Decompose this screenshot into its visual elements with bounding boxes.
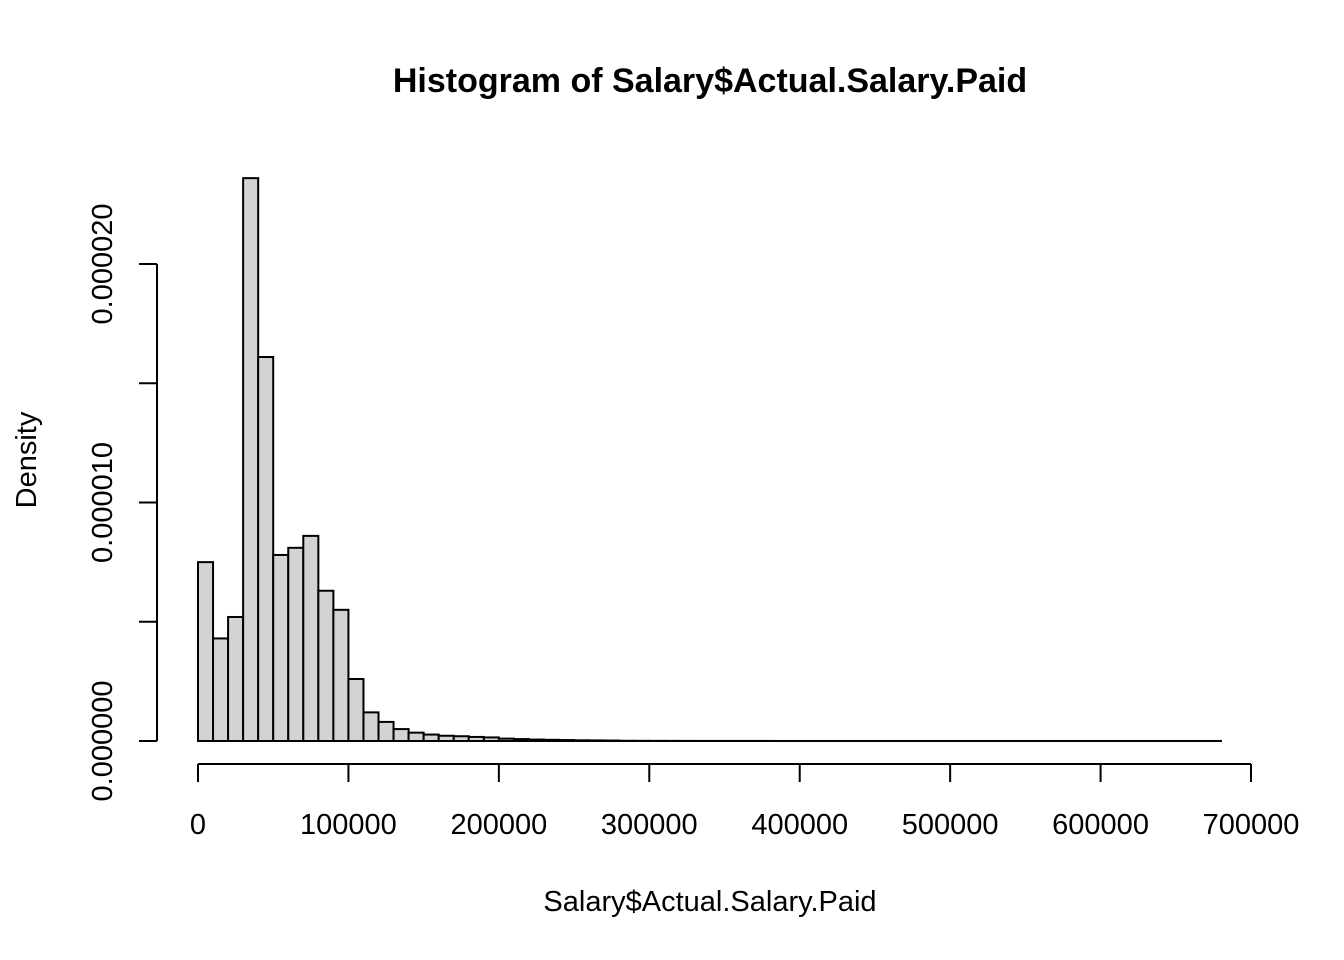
x-tick-label: 100000	[300, 809, 397, 841]
histogram-bar	[272, 553, 290, 742]
x-tick-label: 0	[190, 809, 206, 841]
histogram-bars	[197, 177, 1222, 743]
histogram-bar	[542, 738, 561, 742]
x-tick-label: 300000	[601, 809, 698, 841]
histogram-bar	[422, 733, 440, 742]
chart-title: Histogram of Salary$Actual.Salary.Paid	[393, 62, 1027, 100]
x-axis: 0 100000 200000 300000 400000 500000 600000 700…	[190, 763, 1300, 841]
x-tick-label: 500000	[902, 809, 999, 841]
histogram-bar	[527, 738, 545, 742]
histogram-bar	[257, 356, 275, 742]
histogram-bar	[558, 739, 576, 743]
histogram-bar	[512, 738, 530, 742]
y-axis-label: Density	[11, 411, 43, 508]
histogram-bar	[242, 177, 260, 742]
y-axis: 0.000000 0.000010 0.000020	[87, 204, 158, 802]
x-tick-label: 700000	[1203, 809, 1300, 841]
x-axis-label: Salary$Actual.Salary.Paid	[543, 886, 876, 918]
histogram-bar	[377, 720, 395, 742]
histogram-bar	[227, 615, 245, 742]
x-tick-label: 200000	[450, 809, 547, 841]
histogram-bar	[362, 711, 380, 743]
histogram-bar	[497, 737, 515, 742]
x-tick-label: 400000	[751, 809, 848, 841]
histogram-bar	[212, 637, 230, 743]
y-tick-label: 0.000000	[87, 681, 119, 802]
histogram-bar	[573, 739, 591, 742]
histogram-bar	[332, 608, 350, 743]
histogram-bar	[197, 561, 215, 742]
histogram-bar	[317, 589, 335, 742]
histogram-bar	[302, 534, 320, 743]
histogram-bar	[452, 735, 470, 742]
histogram-bar	[437, 734, 455, 742]
histogram-bar	[482, 736, 500, 742]
y-tick-label: 0.000020	[87, 204, 119, 325]
histogram-bar	[588, 739, 606, 742]
histogram-bar	[347, 677, 365, 742]
y-tick-label: 0.000010	[87, 442, 119, 563]
histogram-bar	[287, 546, 305, 742]
histogram-bar	[467, 735, 485, 742]
x-tick-label: 600000	[1052, 809, 1149, 841]
histogram-bar	[392, 728, 410, 743]
histogram-bar	[407, 731, 425, 743]
